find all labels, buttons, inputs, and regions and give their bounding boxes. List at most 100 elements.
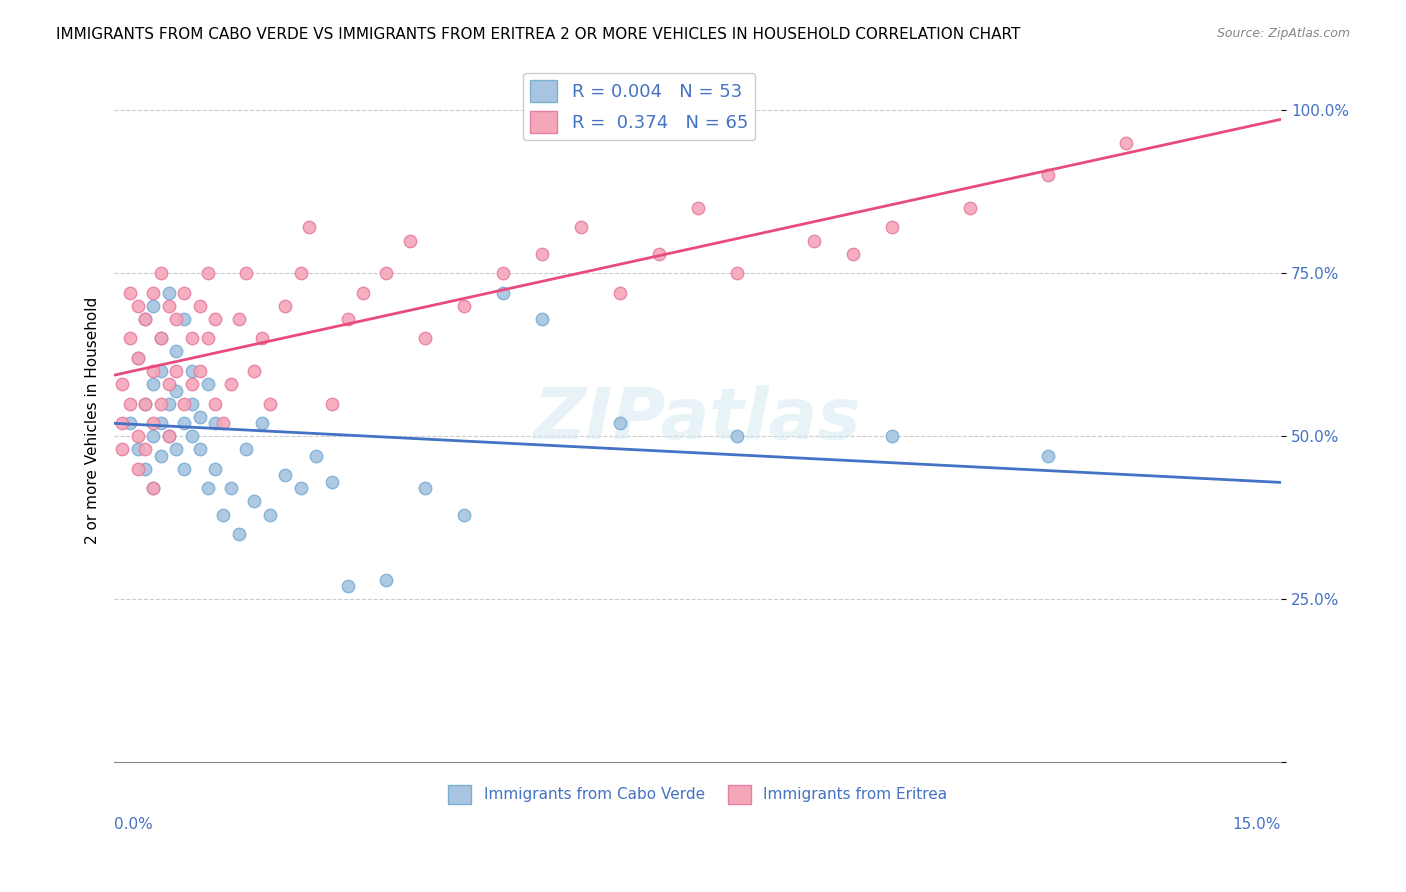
Point <box>142 377 165 392</box>
Point <box>111 442 134 457</box>
Point <box>882 220 904 235</box>
Point <box>228 527 250 541</box>
Point <box>149 266 172 280</box>
Point <box>298 220 321 235</box>
Point <box>453 299 475 313</box>
Point <box>375 573 398 587</box>
Point <box>321 397 343 411</box>
Point <box>274 468 297 483</box>
Point <box>197 482 219 496</box>
Point <box>219 482 242 496</box>
Point <box>1115 136 1137 150</box>
Point <box>492 266 515 280</box>
Point <box>803 234 825 248</box>
Text: 15.0%: 15.0% <box>1233 817 1281 832</box>
Point <box>336 579 359 593</box>
Point <box>725 429 748 443</box>
Point <box>686 201 709 215</box>
Legend: Immigrants from Cabo Verde, Immigrants from Eritrea: Immigrants from Cabo Verde, Immigrants f… <box>443 779 953 810</box>
Point <box>127 429 149 443</box>
Point <box>118 416 141 430</box>
Point <box>1036 449 1059 463</box>
Point <box>173 311 195 326</box>
Point <box>188 409 211 424</box>
Point <box>157 429 180 443</box>
Point <box>142 364 165 378</box>
Point <box>352 285 374 300</box>
Point <box>531 311 554 326</box>
Point <box>165 344 187 359</box>
Point <box>882 429 904 443</box>
Point <box>219 377 242 392</box>
Point <box>142 299 165 313</box>
Point <box>959 201 981 215</box>
Point <box>375 266 398 280</box>
Point <box>181 364 204 378</box>
Point <box>127 351 149 365</box>
Point <box>274 299 297 313</box>
Point <box>157 299 180 313</box>
Text: IMMIGRANTS FROM CABO VERDE VS IMMIGRANTS FROM ERITREA 2 OR MORE VEHICLES IN HOUS: IMMIGRANTS FROM CABO VERDE VS IMMIGRANTS… <box>56 27 1021 42</box>
Point <box>212 416 235 430</box>
Point <box>165 311 187 326</box>
Point <box>415 331 437 345</box>
Point <box>134 462 156 476</box>
Point <box>149 397 172 411</box>
Point <box>134 311 156 326</box>
Point <box>235 266 257 280</box>
Point <box>259 397 281 411</box>
Point <box>134 397 156 411</box>
Point <box>157 429 180 443</box>
Point <box>134 442 156 457</box>
Point <box>118 397 141 411</box>
Point <box>181 397 204 411</box>
Point <box>111 377 134 392</box>
Point <box>127 462 149 476</box>
Point <box>157 397 180 411</box>
Point <box>492 285 515 300</box>
Point <box>165 442 187 457</box>
Point <box>1036 169 1059 183</box>
Point <box>142 416 165 430</box>
Point <box>569 220 592 235</box>
Point <box>321 475 343 489</box>
Point <box>188 299 211 313</box>
Point <box>157 377 180 392</box>
Point <box>204 416 226 430</box>
Point <box>111 416 134 430</box>
Point <box>197 331 219 345</box>
Point <box>204 462 226 476</box>
Point <box>204 311 226 326</box>
Point <box>243 494 266 508</box>
Point <box>648 246 671 260</box>
Text: ZIPatlas: ZIPatlas <box>534 385 862 454</box>
Point <box>415 482 437 496</box>
Point <box>173 462 195 476</box>
Point <box>165 364 187 378</box>
Text: Source: ZipAtlas.com: Source: ZipAtlas.com <box>1216 27 1350 40</box>
Point <box>149 449 172 463</box>
Text: 0.0%: 0.0% <box>114 817 153 832</box>
Point <box>165 384 187 398</box>
Y-axis label: 2 or more Vehicles in Household: 2 or more Vehicles in Household <box>86 296 100 543</box>
Point <box>197 266 219 280</box>
Point <box>336 311 359 326</box>
Point <box>243 364 266 378</box>
Point <box>181 331 204 345</box>
Point <box>134 311 156 326</box>
Point <box>453 508 475 522</box>
Point <box>398 234 420 248</box>
Point <box>188 364 211 378</box>
Point <box>127 299 149 313</box>
Point <box>197 377 219 392</box>
Point <box>531 246 554 260</box>
Point <box>118 285 141 300</box>
Point <box>149 364 172 378</box>
Point <box>118 331 141 345</box>
Point <box>609 416 631 430</box>
Point <box>228 311 250 326</box>
Point <box>235 442 257 457</box>
Point <box>173 285 195 300</box>
Point <box>157 285 180 300</box>
Point <box>609 285 631 300</box>
